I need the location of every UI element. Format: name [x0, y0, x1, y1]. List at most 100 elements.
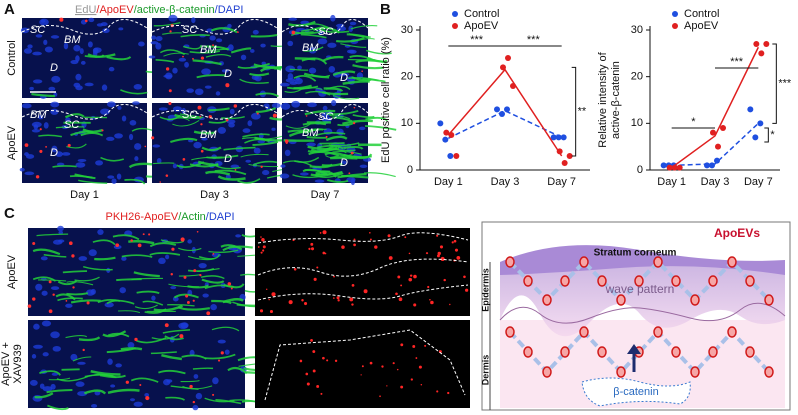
vesicle	[27, 304, 32, 308]
data-point	[710, 129, 716, 136]
nucleus	[61, 152, 71, 156]
data-point	[666, 164, 673, 171]
vesicle	[350, 151, 354, 155]
apoev	[616, 294, 626, 306]
fiber	[198, 254, 221, 260]
fiber	[135, 337, 167, 344]
fiber	[215, 164, 241, 170]
nucleus	[50, 331, 60, 339]
nucleus	[271, 127, 276, 131]
vesicle	[266, 288, 268, 291]
vesicle	[262, 245, 266, 249]
data-point	[714, 157, 720, 164]
nucleus	[151, 295, 156, 301]
fiber	[221, 115, 245, 120]
fiber	[178, 247, 202, 252]
fiber	[244, 138, 270, 144]
apoev	[542, 294, 552, 306]
fiber	[80, 132, 104, 137]
fiber	[180, 34, 210, 38]
y-tick-label: 10	[401, 117, 413, 129]
fiber	[250, 34, 278, 38]
fiber	[48, 377, 71, 381]
boundary	[281, 104, 369, 120]
fiber	[255, 107, 277, 114]
fiber	[120, 347, 143, 351]
nucleus	[204, 85, 212, 89]
nucleus	[50, 108, 59, 115]
vesicle	[39, 149, 43, 153]
tissue-label: BM	[64, 34, 81, 46]
vesicle	[183, 275, 187, 279]
fiber	[227, 366, 248, 375]
fiber	[78, 336, 101, 342]
y-tick-label: 20	[631, 71, 643, 83]
vesicle	[305, 372, 309, 376]
nucleus	[195, 392, 203, 400]
vesicle	[369, 231, 371, 234]
nucleus	[84, 82, 94, 87]
x-tick-label: Day 3	[491, 176, 520, 188]
fiber	[204, 353, 236, 360]
nucleus	[172, 163, 178, 169]
y-tick-label: 30	[401, 24, 413, 36]
fiber	[230, 47, 252, 54]
nucleus	[271, 102, 281, 109]
vesicle	[268, 298, 270, 301]
tissue-label: SC	[318, 111, 333, 123]
row-label: Control	[6, 40, 18, 75]
vesicle	[179, 334, 184, 339]
fiber	[88, 373, 114, 377]
fiber	[164, 335, 184, 341]
data-point	[747, 106, 754, 113]
nucleus	[121, 115, 127, 122]
fiber	[205, 170, 231, 176]
fiber	[217, 175, 246, 181]
nucleus	[240, 54, 247, 61]
vesicle	[351, 283, 355, 287]
apoev	[708, 346, 718, 358]
vesicle	[413, 303, 417, 307]
fiber	[162, 329, 191, 334]
fiber	[337, 172, 367, 179]
fiber	[307, 145, 338, 151]
nucleus	[263, 103, 270, 108]
vesicle	[72, 286, 75, 289]
tissue-label: SC	[30, 24, 45, 36]
apoev	[560, 346, 570, 358]
tissue-label: SC	[64, 119, 79, 131]
vesicle	[45, 145, 48, 148]
nucleus	[172, 296, 179, 302]
fiber	[310, 73, 331, 78]
fiber	[285, 122, 312, 129]
fiber	[352, 114, 375, 118]
fiber	[78, 179, 108, 184]
apoev	[597, 275, 607, 287]
vesicle	[325, 135, 328, 138]
legend-marker	[452, 11, 458, 17]
stain: /active-β-catenin	[134, 4, 215, 16]
nucleus	[90, 288, 96, 295]
vesicle	[192, 299, 195, 302]
fiber	[82, 128, 104, 134]
fiber	[167, 304, 195, 307]
sig-label: **	[578, 106, 587, 118]
nucleus	[187, 239, 192, 244]
vesicle	[139, 384, 142, 386]
fiber	[121, 254, 153, 258]
boundary	[281, 19, 369, 35]
fiber	[62, 270, 88, 274]
legend-marker	[672, 23, 678, 29]
vesicle	[192, 400, 196, 404]
vesicle	[227, 282, 232, 286]
nucleus	[247, 120, 253, 127]
nucleus	[88, 249, 97, 257]
stain: /DAPI	[206, 211, 235, 223]
fiber	[204, 284, 234, 290]
fiber	[106, 299, 135, 305]
fiber	[303, 46, 324, 52]
nucleus	[191, 17, 196, 24]
tissue-label: BM	[200, 129, 217, 141]
nucleus	[129, 398, 136, 402]
nucleus	[330, 14, 336, 22]
